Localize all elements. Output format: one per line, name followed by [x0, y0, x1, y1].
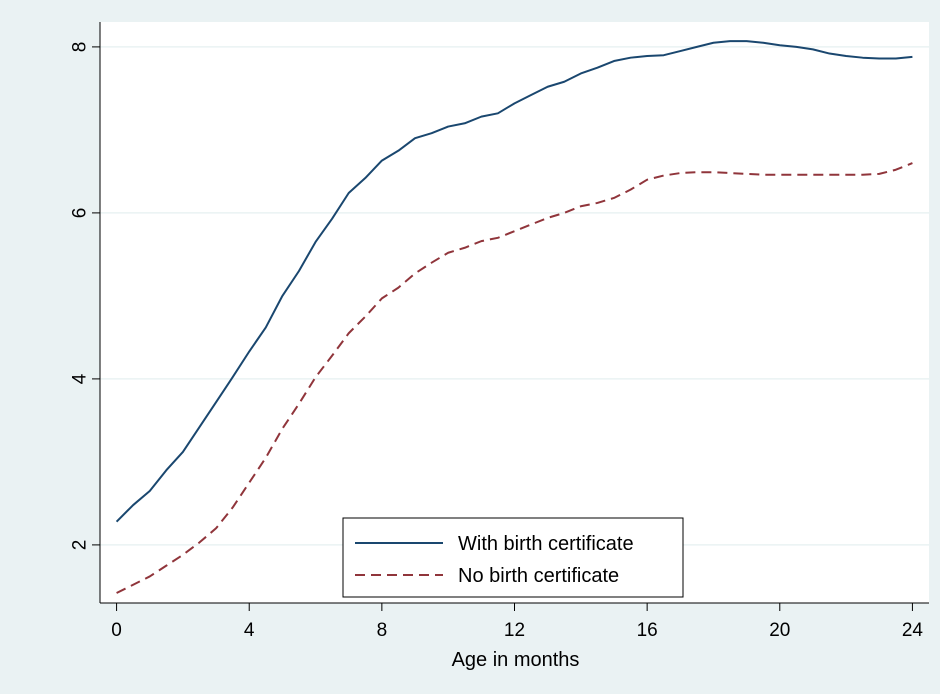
- legend-box: [342, 517, 684, 598]
- x-axis-title: Age in months: [452, 649, 580, 671]
- y-tick-label-2: 2: [70, 540, 91, 551]
- grid-lines: [100, 46, 929, 546]
- plot-area: [100, 22, 929, 603]
- x-tick-label-0: 0: [111, 620, 122, 641]
- legend: With birth certificate No birth certific…: [342, 517, 684, 598]
- legend-label-no-birth-certificate: No birth certificate: [458, 565, 619, 587]
- x-tick-label-24: 24: [902, 620, 924, 641]
- legend-label-with-birth-certificate: With birth certificate: [458, 533, 634, 555]
- x-tick-label-20: 20: [769, 620, 790, 641]
- y-tick-label-6: 6: [70, 208, 91, 219]
- x-axis-ticks: 0 4 8 12 16 20 24: [111, 603, 923, 641]
- x-tick-label-4: 4: [244, 620, 255, 641]
- series-lines: [115, 40, 913, 594]
- y-tick-label-4: 4: [70, 373, 91, 384]
- y-axis-ticks: 2 4 6 8: [70, 42, 100, 551]
- x-tick-label-16: 16: [637, 620, 658, 641]
- series-line-0: [115, 40, 913, 523]
- x-tick-label-12: 12: [504, 620, 525, 641]
- y-tick-label-8: 8: [70, 42, 91, 53]
- x-tick-label-8: 8: [377, 620, 388, 641]
